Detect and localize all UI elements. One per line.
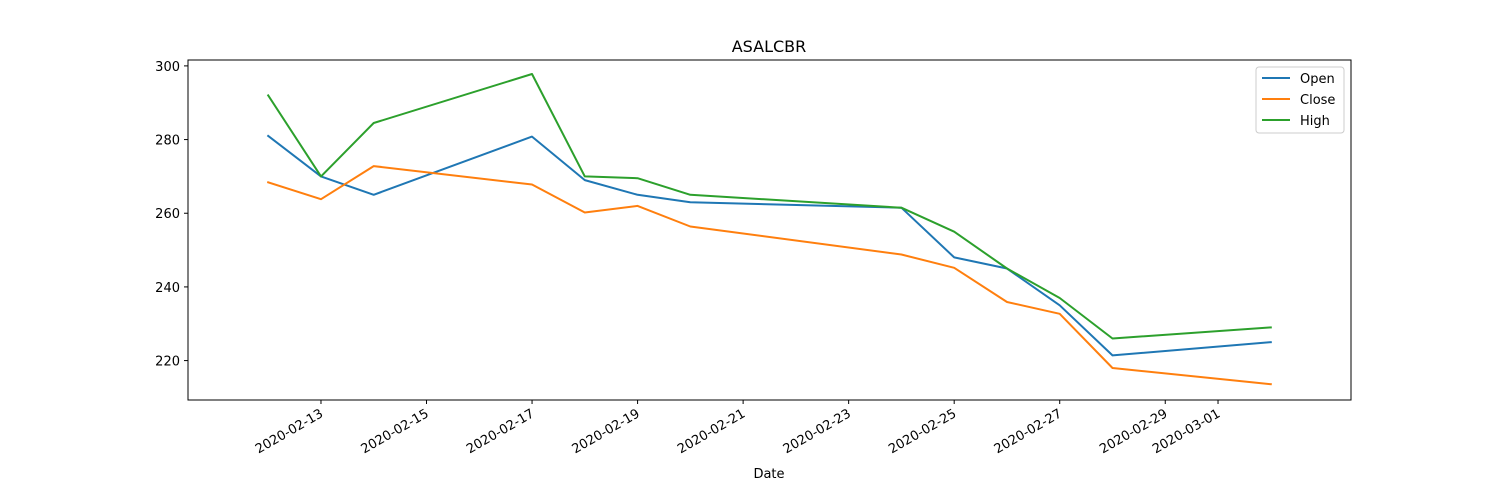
legend-label-close: Close	[1300, 93, 1335, 108]
x-tick-label: 2020-02-13	[253, 406, 326, 457]
x-tick-label: 2020-02-17	[464, 406, 537, 457]
x-tick-label: 2020-02-27	[992, 406, 1065, 457]
y-tick-label: 300	[155, 60, 180, 75]
y-tick-label: 220	[155, 355, 180, 370]
legend-label-high: High	[1300, 114, 1330, 129]
series-line-open	[266, 134, 1272, 357]
series-lines	[266, 73, 1272, 386]
legend-box	[1255, 66, 1345, 134]
x-tick-label: 2020-02-15	[359, 406, 432, 457]
x-tick-label: 2020-02-23	[781, 406, 854, 457]
x-tick-label: 2020-02-21	[675, 406, 748, 457]
x-axis: 2020-02-13 2020-02-15 2020-02-17 2020-02-19…	[253, 400, 1223, 457]
y-tick-label: 260	[155, 207, 180, 222]
x-axis-label: Date	[753, 467, 784, 482]
plot-background	[188, 60, 1351, 400]
x-tick-label: 2020-02-19	[570, 406, 643, 457]
legend-label-open: Open	[1300, 72, 1335, 87]
series-line-close	[266, 165, 1272, 386]
y-tick-label: 280	[155, 134, 180, 149]
legend-items: Open Close High	[1262, 72, 1335, 129]
plot-frame	[187, 59, 1352, 401]
x-tick-label: 2020-02-25	[886, 406, 959, 457]
series-line-high	[266, 73, 1272, 340]
legend: Open Close High	[1255, 66, 1345, 134]
y-tick-label: 240	[155, 281, 180, 296]
chart-title: ASALCBR	[732, 37, 807, 56]
y-axis: 220 240 260 280 300	[155, 60, 188, 370]
